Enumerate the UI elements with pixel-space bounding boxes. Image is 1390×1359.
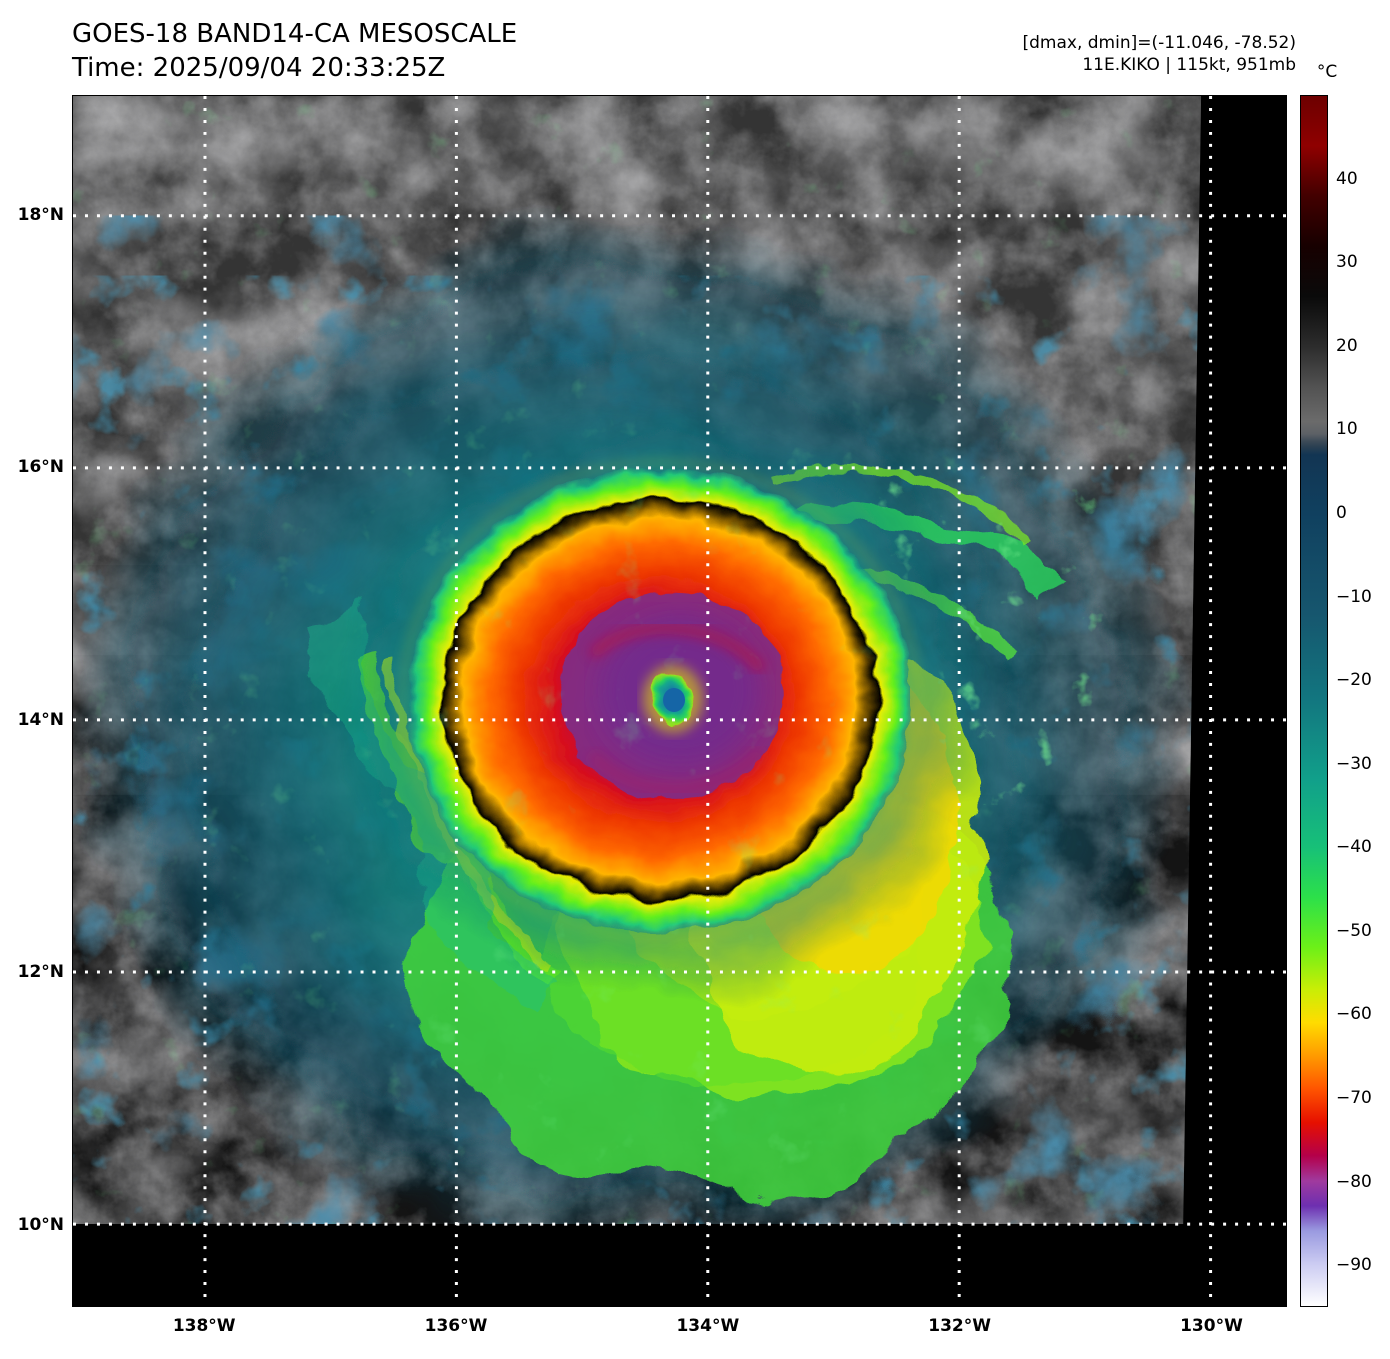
lon-tick-138: 138°W	[172, 1316, 236, 1336]
colorbar-tick--40: −40	[1336, 837, 1372, 858]
lon-tick-136: 136°W	[424, 1316, 488, 1336]
colorbar-tick--20: −20	[1336, 670, 1372, 691]
colorbar-tick--90: −90	[1336, 1255, 1372, 1276]
colorbar-tick--60: −60	[1336, 1004, 1372, 1025]
colorbar-tick--30: −30	[1336, 753, 1372, 774]
satellite-data-sector	[73, 96, 1202, 1225]
title-block: GOES-18 BAND14-CA MESOSCALE Time: 2025/0…	[72, 18, 517, 86]
colorbar-tick-40: 40	[1336, 168, 1358, 189]
colorbar-tick--50: −50	[1336, 920, 1372, 941]
lat-lon-grid	[73, 96, 1286, 1306]
metadata-block: [dmax, dmin]=(-11.046, -78.52) 11E.KIKO …	[1023, 32, 1297, 76]
colorbar-unit-label: °C	[1316, 62, 1338, 82]
timestamp-line: Time: 2025/09/04 20:33:25Z	[72, 52, 446, 83]
lon-tick-132: 132°W	[928, 1316, 992, 1336]
pixel-noise-overlay	[73, 96, 1202, 1225]
colorbar-tick-30: 30	[1336, 252, 1358, 273]
lat-tick-14: 14°N	[17, 709, 64, 730]
satellite-heatmap	[73, 96, 1286, 1306]
lon-tick-134: 134°W	[676, 1316, 740, 1336]
colorbar-tick--70: −70	[1336, 1088, 1372, 1109]
storm-intensity-readout: 11E.KIKO | 115kt, 951mb	[1082, 55, 1296, 76]
colorbar-tick--80: −80	[1336, 1171, 1372, 1192]
colorbar-tick--10: −10	[1336, 586, 1372, 607]
page-title: GOES-18 BAND14-CA MESOSCALE	[72, 19, 518, 49]
satellite-image-plot[interactable]: Copyright © 2020-2025 Dapiya	[72, 95, 1287, 1307]
lat-tick-12: 12°N	[17, 962, 64, 983]
dmax-dmin-readout: [dmax, dmin]=(-11.046, -78.52)	[1022, 33, 1297, 53]
colorbar-tick-0: 0	[1336, 502, 1347, 523]
colorbar-gradient	[1301, 96, 1327, 1306]
temperature-colorbar[interactable]	[1300, 95, 1328, 1307]
lat-tick-18: 18°N	[17, 204, 64, 225]
lon-tick-130: 130°W	[1180, 1316, 1243, 1336]
colorbar-tick-20: 20	[1336, 335, 1358, 356]
lat-tick-10: 10°N	[17, 1214, 64, 1235]
colorbar-tick-10: 10	[1336, 419, 1358, 440]
lat-tick-16: 16°N	[17, 457, 64, 478]
